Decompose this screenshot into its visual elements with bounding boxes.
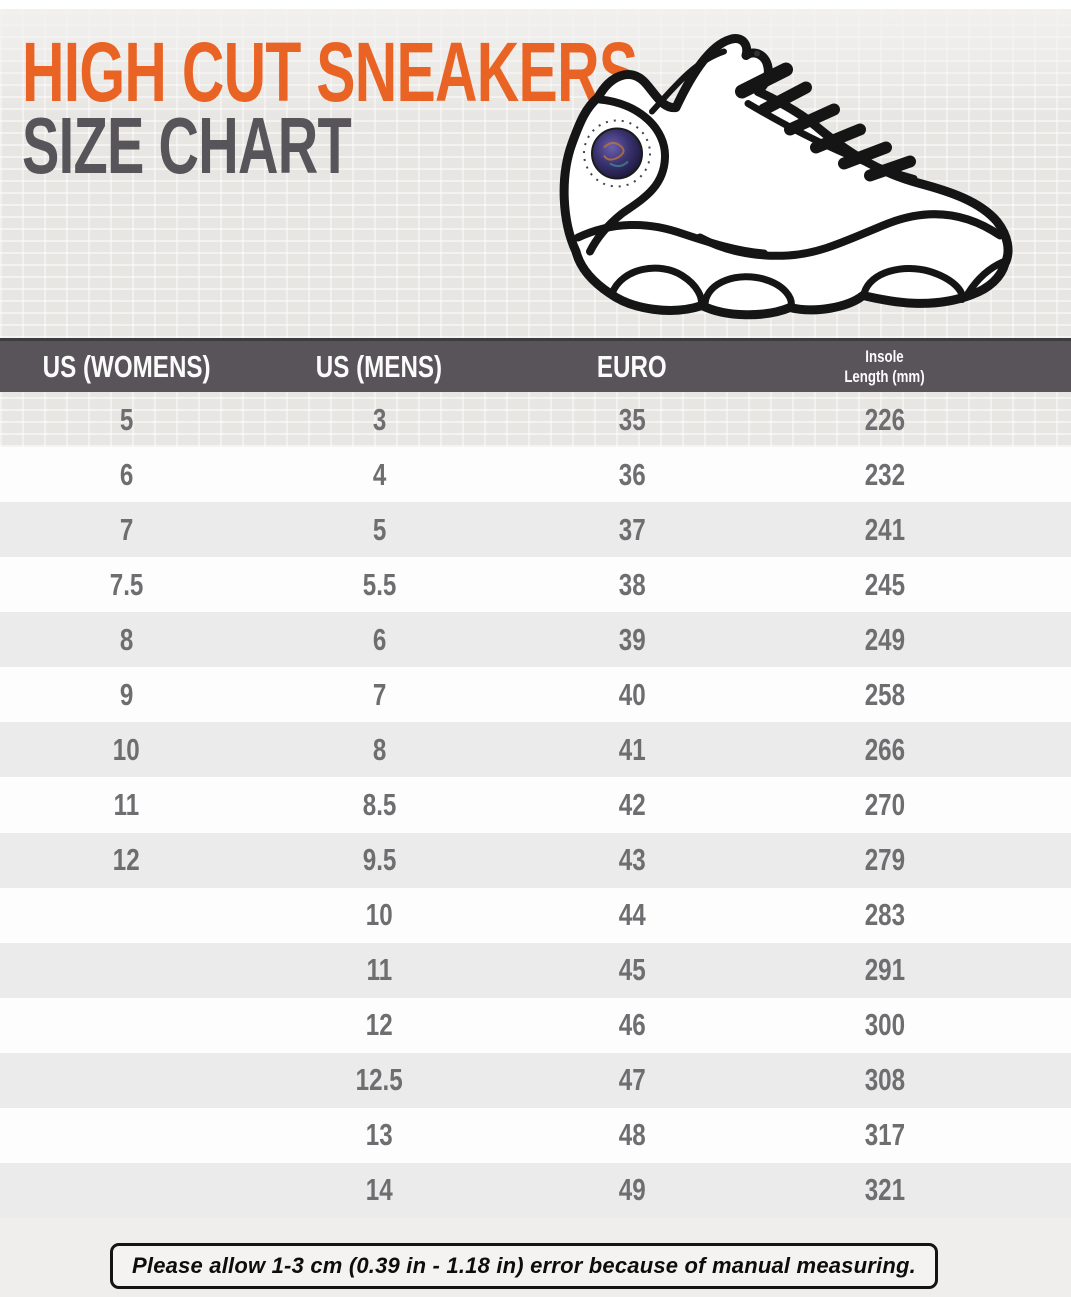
cell-us-mens: 12.5: [355, 1062, 403, 1098]
table-row: 13 48 317: [0, 1107, 1071, 1163]
cell-us-womens: [0, 1007, 253, 1043]
cell-insole-mm: 308: [864, 1062, 905, 1098]
cell-euro: 39: [618, 621, 646, 657]
cell-us-womens: 5: [119, 401, 134, 437]
cell-euro: 44: [618, 897, 646, 933]
table-row: 10 8 41 266: [0, 722, 1071, 778]
table-row: 5 3 35 226: [0, 392, 1071, 448]
cell-euro: 35: [618, 401, 646, 437]
page-title: HIGH CUT SNEAKERS: [22, 25, 638, 119]
cell-us-womens: 9: [119, 676, 134, 712]
table-row: 6 4 36 232: [0, 447, 1071, 503]
size-table-body: 5 3 35 226 6 4 36 232 7 5 37 241 7.5 5.5…: [0, 392, 1071, 1218]
table-row: 9 7 40 258: [0, 667, 1071, 723]
high-top-sneaker-icon: [559, 34, 1013, 320]
cell-us-womens: [0, 952, 253, 988]
cell-euro: 36: [618, 456, 646, 492]
cell-insole-mm: 291: [864, 952, 905, 988]
measuring-note-text: Please allow 1-3 cm (0.39 in - 1.18 in) …: [132, 1253, 916, 1278]
cell-us-womens: [0, 897, 253, 933]
cell-euro: 47: [618, 1062, 646, 1098]
cell-insole-mm: 232: [864, 456, 905, 492]
cell-us-mens: 6: [372, 621, 386, 657]
cell-us-mens: 3: [372, 401, 386, 437]
table-row: 11 45 291: [0, 942, 1071, 998]
header-insole-length: Insole Length (mm): [844, 346, 925, 386]
table-row: 11 8.5 42 270: [0, 777, 1071, 833]
cell-euro: 48: [618, 1117, 646, 1153]
cell-insole-mm: 249: [864, 621, 905, 657]
cell-insole-mm: 317: [864, 1117, 905, 1153]
cell-us-womens: [0, 1062, 253, 1098]
cell-euro: 49: [618, 1172, 646, 1208]
cell-euro: 43: [618, 842, 646, 878]
hero-fade: [0, 0, 1071, 120]
cell-us-womens: 11: [113, 786, 140, 822]
cell-us-womens: 10: [112, 731, 140, 767]
cell-us-mens: 9.5: [362, 842, 396, 878]
cell-insole-mm: 245: [864, 566, 905, 602]
cell-us-womens: 7: [119, 511, 134, 547]
table-row: 12 9.5 43 279: [0, 832, 1071, 888]
cell-insole-mm: 226: [864, 401, 905, 437]
table-row: 7.5 5.5 38 245: [0, 557, 1071, 613]
table-row: 7 5 37 241: [0, 502, 1071, 558]
page-subtitle: SIZE CHART: [22, 101, 352, 190]
header-us-womens: US (WOMENS): [42, 349, 211, 384]
cell-us-womens: 7.5: [109, 566, 144, 602]
table-row: 14 49 321: [0, 1162, 1071, 1218]
cell-us-mens: 8.5: [362, 786, 396, 822]
cell-us-mens: 14: [365, 1172, 393, 1208]
cell-us-mens: 10: [365, 897, 393, 933]
table-row: 12 46 300: [0, 997, 1071, 1053]
cell-insole-mm: 270: [864, 786, 905, 822]
cell-us-womens: 6: [119, 456, 134, 492]
cell-us-mens: 12: [365, 1007, 393, 1043]
cell-insole-mm: 266: [864, 731, 905, 767]
cell-us-womens: [0, 1172, 253, 1208]
cell-us-mens: 5: [372, 511, 386, 547]
cell-us-womens: 8: [119, 621, 134, 657]
table-row: 8 6 39 249: [0, 612, 1071, 668]
cell-us-mens: 13: [365, 1117, 393, 1153]
cell-euro: 38: [618, 566, 646, 602]
cell-insole-mm: 241: [864, 511, 905, 547]
cell-us-womens: 12: [112, 842, 140, 878]
cell-euro: 40: [618, 676, 646, 712]
top-white-strip: [0, 0, 1071, 9]
cell-insole-mm: 300: [864, 1007, 905, 1043]
cell-us-mens: 8: [372, 731, 386, 767]
cell-us-mens: 7: [372, 676, 386, 712]
cell-euro: 41: [618, 731, 646, 767]
cell-us-womens: [0, 1117, 253, 1153]
header-euro: EURO: [596, 349, 667, 384]
measuring-note-box: Please allow 1-3 cm (0.39 in - 1.18 in) …: [110, 1243, 938, 1289]
cell-insole-mm: 283: [864, 897, 905, 933]
table-row: 10 44 283: [0, 887, 1071, 943]
table-header-row: US (WOMENS) US (MENS) EURO Insole Length…: [0, 338, 1071, 392]
cell-euro: 45: [618, 952, 646, 988]
hero-section: HIGH CUT SNEAKERS SIZE CHART: [0, 0, 1071, 338]
cell-euro: 37: [618, 511, 646, 547]
cell-us-mens: 11: [366, 952, 392, 988]
cell-euro: 46: [618, 1007, 646, 1043]
cell-us-mens: 5.5: [362, 566, 396, 602]
cell-us-mens: 4: [372, 456, 386, 492]
cell-insole-mm: 321: [864, 1172, 905, 1208]
table-row: 12.5 47 308: [0, 1052, 1071, 1108]
header-us-mens: US (MENS): [315, 349, 443, 384]
cell-euro: 42: [618, 786, 646, 822]
cell-insole-mm: 258: [864, 676, 905, 712]
cell-insole-mm: 279: [864, 842, 905, 878]
